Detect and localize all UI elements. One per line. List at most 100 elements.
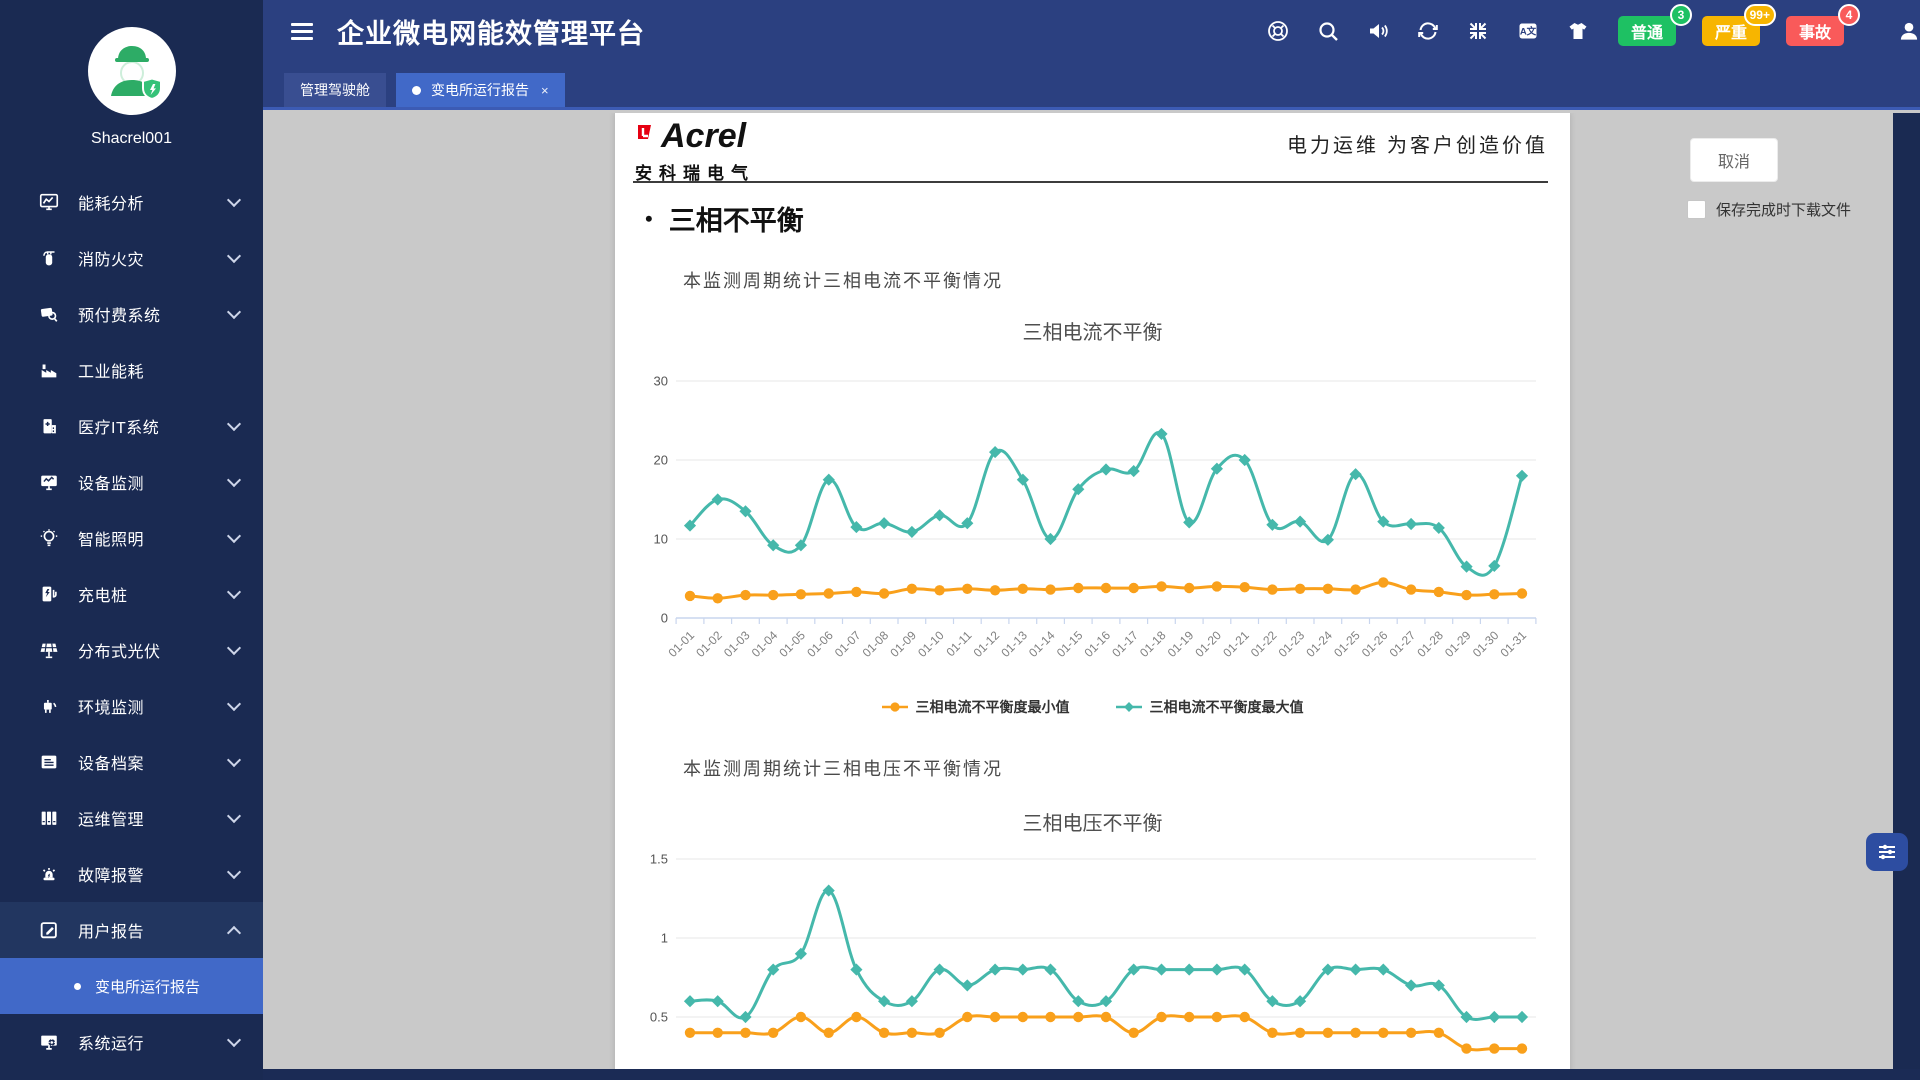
- volume-icon[interactable]: [1366, 19, 1390, 43]
- sidebar-item-label: 故障报警: [78, 868, 145, 885]
- sidebar-item-label: 设备监测: [78, 476, 145, 493]
- svg-text:01-30: 01-30: [1470, 628, 1502, 660]
- sidebar-item-smart-lighting[interactable]: 智能照明: [0, 510, 263, 566]
- sidebar-item-user-report[interactable]: 用户报告: [0, 902, 263, 958]
- voltage-imbalance-note: 本监测周期统计三相电压不平衡情况: [683, 759, 1003, 779]
- fire-safety-icon: [43, 251, 55, 266]
- bullet-dot-icon: [74, 982, 81, 990]
- download-checkbox[interactable]: [1687, 200, 1706, 219]
- header-icon-group: A文: [1266, 19, 1590, 43]
- section-bullet: •: [645, 205, 653, 231]
- badge-label: 事故: [1798, 25, 1831, 42]
- svg-text:01-22: 01-22: [1248, 628, 1280, 660]
- current-imbalance-note: 本监测周期统计三相电流不平衡情况: [683, 271, 1003, 291]
- tab-close-icon[interactable]: ×: [541, 82, 549, 98]
- svg-text:01-04: 01-04: [749, 628, 781, 660]
- section-heading: • 三相不平衡: [645, 199, 804, 238]
- legend-label: 三相电流不平衡度最小值: [915, 699, 1070, 715]
- refresh-icon[interactable]: [1416, 19, 1440, 43]
- section-title: 三相不平衡: [668, 206, 804, 236]
- legend-item-min[interactable]: 三相电流不平衡度最小值: [881, 697, 1070, 717]
- svg-text:01-06: 01-06: [804, 628, 836, 660]
- hamburger-menu-icon[interactable]: [291, 19, 313, 44]
- sidebar-item-label: 系统运行: [78, 1036, 145, 1053]
- filter-sliders-icon: [1879, 844, 1895, 860]
- sidebar-item-prepaid[interactable]: 预付费系统: [0, 286, 263, 342]
- svg-text:01-13: 01-13: [998, 628, 1030, 660]
- sidebar-subitem-substation-report[interactable]: 变电所运行报告: [0, 958, 263, 1014]
- badge-count: 4: [1838, 4, 1860, 26]
- prepaid-icon: [40, 307, 58, 322]
- sidebar-item-ops-management[interactable]: 运维管理: [0, 790, 263, 846]
- download-checkbox-label: 保存完成时下载文件: [1716, 202, 1852, 219]
- badge-accident[interactable]: 事故 4: [1785, 4, 1860, 46]
- svg-text:01-11: 01-11: [943, 628, 974, 659]
- badge-normal[interactable]: 普通 3: [1617, 4, 1692, 46]
- sidebar-item-label: 设备档案: [78, 756, 145, 773]
- sidebar-item-system-run[interactable]: 系统运行: [0, 1014, 263, 1070]
- chevron-down-icon: [226, 528, 242, 544]
- chevron-down-icon: [226, 192, 242, 208]
- tab-1-active[interactable]: 变电所运行报告 ×: [396, 73, 565, 107]
- sidebar-item-medical-it[interactable]: 医疗IT系统: [0, 398, 263, 454]
- tab-label: 变电所运行报告: [431, 82, 529, 98]
- sidebar-item-env-monitor[interactable]: 环境监测: [0, 678, 263, 734]
- svg-text:01-31: 01-31: [1498, 628, 1530, 660]
- chevron-up-icon: [226, 925, 242, 941]
- svg-text:01-15: 01-15: [1054, 628, 1086, 660]
- svg-text:01-26: 01-26: [1359, 628, 1391, 660]
- sidebar-item-industrial-energy[interactable]: 工业能耗: [0, 342, 263, 398]
- report-page: Acrel 安科瑞电气 电力运维 为客户创造价值 • 三相不平衡 本监测周期统计…: [615, 113, 1570, 1080]
- sidebar-item-device-monitor[interactable]: 设备监测: [0, 454, 263, 510]
- voltage-imbalance-chart: 0.511.501-0101-0201-0301-0401-0501-0601-…: [650, 852, 1536, 1054]
- badge-severe[interactable]: 严重 99+: [1701, 4, 1776, 46]
- sidebar: Shacrel001 能耗分析 消防火灾 预付费系统 工业能耗 医疗IT系统 设备监测 智能…: [0, 0, 263, 1080]
- filter-settings-float-button[interactable]: [1866, 833, 1908, 871]
- svg-text:01-10: 01-10: [915, 628, 947, 660]
- svg-text:01-14: 01-14: [1026, 628, 1058, 660]
- sidebar-item-solar-pv[interactable]: 分布式光伏: [0, 622, 263, 678]
- sidebar-item-ev-charger[interactable]: 充电桩: [0, 566, 263, 622]
- svg-text:0: 0: [661, 611, 668, 626]
- svg-text:01-12: 01-12: [971, 628, 1003, 660]
- tab-bar: 管理驾驶舱 变电所运行报告 ×: [284, 73, 565, 107]
- legend-item-max[interactable]: 三相电流不平衡度最大值: [1115, 697, 1304, 717]
- sidebar-item-energy-analysis[interactable]: 能耗分析: [0, 174, 263, 230]
- help-lifebuoy-icon[interactable]: [1266, 19, 1290, 43]
- tab-0[interactable]: 管理驾驶舱: [284, 73, 386, 107]
- energy-analysis-icon: [39, 193, 59, 211]
- cancel-button[interactable]: 取消: [1690, 138, 1778, 182]
- svg-text:01-02: 01-02: [693, 628, 725, 660]
- svg-text:01-29: 01-29: [1442, 628, 1474, 660]
- current-imbalance-chart: 010203001-0101-0201-0301-0401-0501-0601-…: [654, 374, 1537, 660]
- search-icon[interactable]: [1316, 19, 1340, 43]
- sidebar-item-fault-alarm[interactable]: 故障报警: [0, 846, 263, 902]
- sidebar-item-device-archive[interactable]: 设备档案: [0, 734, 263, 790]
- sidebar-item-fire-safety[interactable]: 消防火灾: [0, 230, 263, 286]
- sidebar-item-label: 消防火灾: [78, 252, 145, 269]
- svg-text:01-23: 01-23: [1276, 628, 1308, 660]
- chevron-down-icon: [226, 304, 242, 320]
- badge-label: 普通: [1630, 25, 1663, 42]
- chevron-down-icon: [226, 752, 242, 768]
- sidebar-item-label: 智能照明: [78, 532, 145, 549]
- chart1-legend: 三相电流不平衡度最小值 三相电流不平衡度最大值: [615, 697, 1570, 717]
- brand-logo-text: Acrel: [661, 117, 747, 155]
- svg-text:1.5: 1.5: [650, 852, 668, 867]
- ev-charger-icon: [42, 586, 57, 602]
- badge-label: 严重: [1714, 25, 1747, 42]
- svg-text:10: 10: [654, 532, 668, 547]
- user-icon[interactable]: [1896, 18, 1920, 44]
- acrel-logo-icon: [638, 125, 651, 139]
- sidebar-item-label: 用户报告: [78, 924, 145, 941]
- svg-text:0.5: 0.5: [650, 1010, 668, 1025]
- page-title: 企业微电网能效管理平台: [337, 18, 645, 49]
- ops-management-icon: [41, 811, 57, 825]
- alarm-badge-group: 普通 3 严重 99+ 事故 4: [1617, 4, 1860, 46]
- theme-tshirt-icon[interactable]: [1566, 19, 1590, 43]
- svg-text:01-03: 01-03: [721, 628, 753, 660]
- translate-icon[interactable]: A文: [1516, 19, 1540, 43]
- fault-alarm-icon: [42, 868, 56, 881]
- compress-icon[interactable]: [1466, 19, 1490, 43]
- chart1-title: 三相电流不平衡: [1022, 322, 1163, 344]
